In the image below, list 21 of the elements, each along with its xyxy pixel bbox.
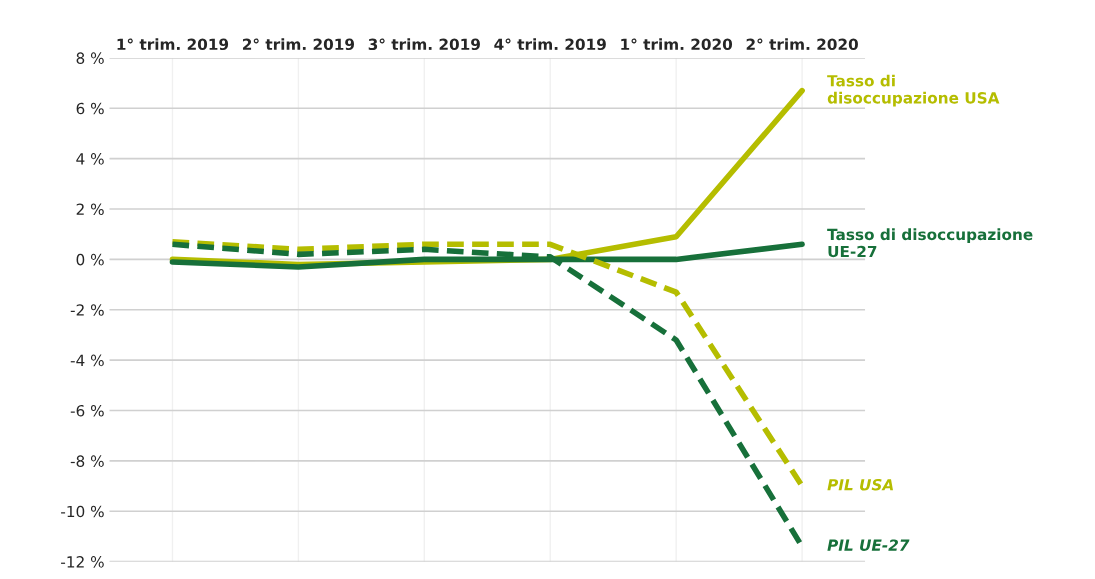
series-label: PIL USA — [827, 478, 893, 491]
series-label: Tasso di disoccupazione USA — [827, 74, 1000, 107]
x-tick-label: 1° trim. 2019 — [117, 38, 229, 51]
y-tick-label: -6 % — [70, 404, 104, 417]
series-label: PIL UE-27 — [827, 539, 910, 551]
x-tick-label: 2° trim. 2020 — [746, 38, 858, 51]
y-tick-label: 8 % — [76, 52, 104, 64]
y-tick-label: 6 % — [76, 102, 104, 115]
x-tick-label: 4° trim. 2019 — [494, 38, 606, 51]
y-tick-label: 4 % — [76, 153, 104, 165]
y-tick-label: 0 % — [76, 253, 104, 266]
y-tick-label: -8 % — [70, 455, 104, 467]
x-tick-label: 2° trim. 2019 — [242, 38, 355, 51]
y-tick-label: 2 % — [76, 203, 104, 216]
y-tick-label: -10 % — [61, 505, 104, 518]
series-label: Tasso di disoccupazione UE-27 — [827, 228, 1033, 258]
y-tick-label: -4 % — [70, 354, 104, 367]
x-tick-label: 1° trim. 2020 — [621, 38, 733, 51]
y-tick-label: -2 % — [70, 304, 104, 316]
y-tick-label: -12 % — [61, 556, 104, 568]
x-tick-label: 3° trim. 2019 — [368, 38, 480, 51]
